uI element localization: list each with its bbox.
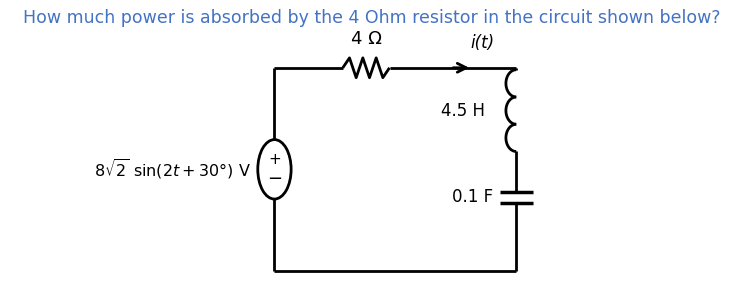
Text: 4.5 H: 4.5 H	[440, 102, 484, 120]
Text: −: −	[267, 170, 282, 188]
Text: +: +	[268, 152, 280, 167]
Text: How much power is absorbed by the 4 Ohm resistor in the circuit shown below?: How much power is absorbed by the 4 Ohm …	[23, 9, 721, 27]
Text: i(t): i(t)	[470, 34, 494, 52]
Text: $8\sqrt{2}\ \sin(2t + 30°)\ \mathrm{V}$: $8\sqrt{2}\ \sin(2t + 30°)\ \mathrm{V}$	[94, 157, 251, 181]
Text: 0.1 F: 0.1 F	[452, 188, 493, 206]
Text: 4 Ω: 4 Ω	[350, 30, 382, 48]
